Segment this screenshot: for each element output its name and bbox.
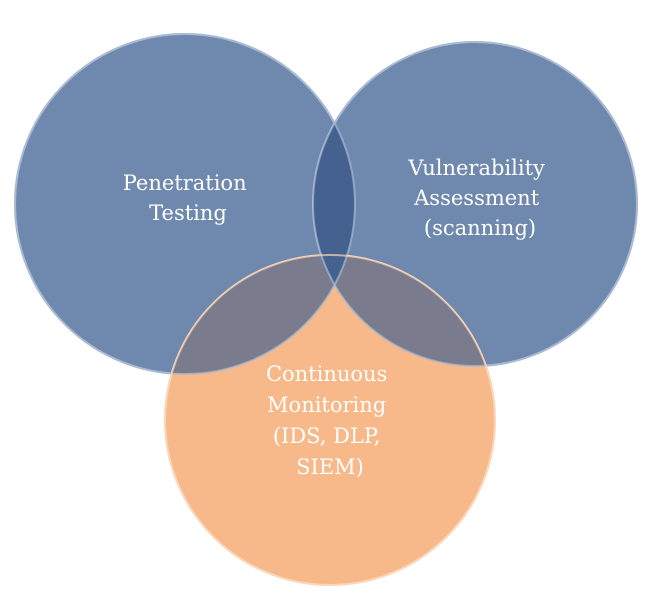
vulnerability-assessment-line-2: Assessment — [413, 186, 540, 210]
penetration-testing-label: Penetration Testing — [123, 171, 254, 225]
vulnerability-assessment-outline — [312, 41, 638, 367]
vulnerability-assessment-line-1: Vulnerability — [407, 156, 545, 180]
continuous-monitoring-line-3: (IDS, DLP, — [273, 424, 381, 448]
penetration-testing-outline — [14, 33, 356, 375]
penetration-testing-line-2: Testing — [149, 201, 227, 225]
continuous-monitoring-outline — [164, 254, 496, 586]
vulnerability-assessment-line-3: (scanning) — [424, 216, 536, 240]
overlap-left-bottom — [165, 255, 355, 374]
overlap-right-bottom — [313, 255, 495, 366]
vulnerability-assessment-label: Vulnerability Assessment (scanning) — [407, 156, 551, 240]
continuous-monitoring-line-1: Continuous — [266, 362, 387, 386]
continuous-monitoring-line-2: Monitoring — [267, 393, 386, 417]
penetration-testing-line-1: Penetration — [123, 171, 247, 195]
continuous-monitoring-line-4: SIEM) — [296, 455, 364, 479]
continuous-monitoring-label: Continuous Monitoring (IDS, DLP, SIEM) — [266, 362, 394, 479]
